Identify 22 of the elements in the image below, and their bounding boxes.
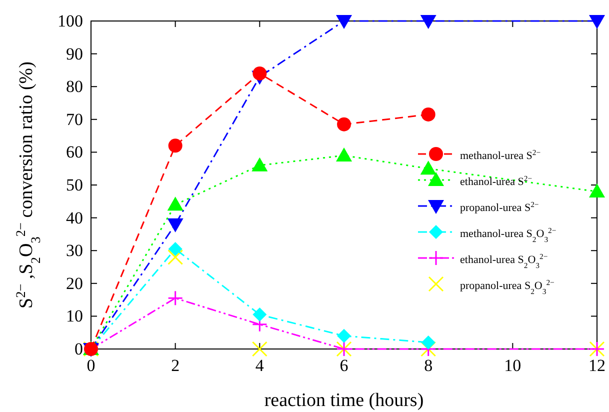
y-tick-label: 40	[66, 208, 83, 228]
x-tick-label: 10	[504, 356, 522, 376]
y-tick-label: 70	[66, 110, 83, 129]
y-tick-label: 20	[66, 274, 83, 293]
x-tick-label: 12	[588, 356, 606, 376]
y-tick-label: 60	[66, 142, 83, 162]
x-tick-label: 2	[171, 356, 180, 376]
legend-label: propanol-urea S$^{2−}$	[460, 200, 539, 214]
x-tick-label: 8	[424, 356, 433, 376]
x-tick-label: 0	[86, 356, 96, 376]
y-tick-label: 80	[66, 77, 83, 96]
legend-label: methanol-urea S$^{2−}$	[460, 148, 541, 162]
x-tick-label: 6	[340, 356, 348, 376]
y-tick-label: 10	[66, 306, 83, 326]
y-tick-label: 0	[74, 339, 83, 358]
x-tick-label: 4	[255, 356, 264, 376]
y-tick-label: 100	[58, 11, 83, 30]
x-axis-title: reaction time (hours)	[264, 390, 424, 411]
legend-label: ethanol-urea S$^{2−}$	[460, 174, 532, 188]
y-tick-label: 50	[66, 175, 83, 194]
y-tick-label: 90	[66, 44, 83, 64]
y-tick-label: 30	[66, 241, 83, 260]
